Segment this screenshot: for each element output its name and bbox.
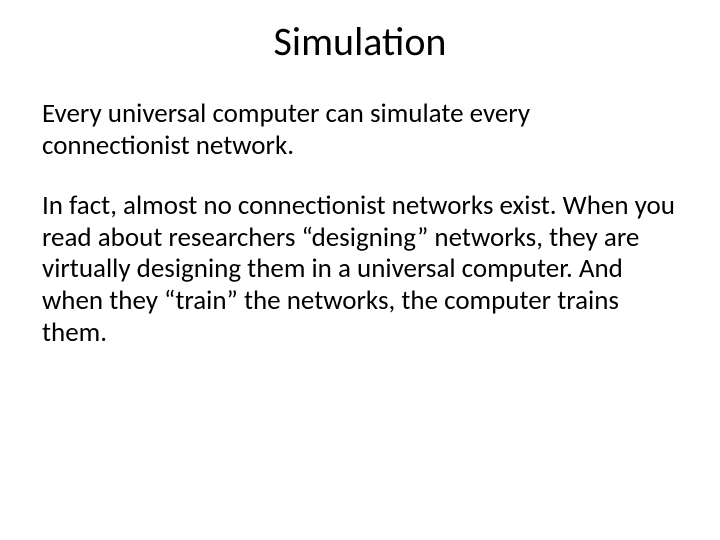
- paragraph-2: In fact, almost no connectionist network…: [42, 190, 678, 349]
- slide-title: Simulation: [42, 20, 678, 64]
- slide: Simulation Every universal computer can …: [0, 0, 720, 540]
- slide-body: Every universal computer can simulate ev…: [42, 98, 678, 349]
- paragraph-1: Every universal computer can simulate ev…: [42, 98, 678, 162]
